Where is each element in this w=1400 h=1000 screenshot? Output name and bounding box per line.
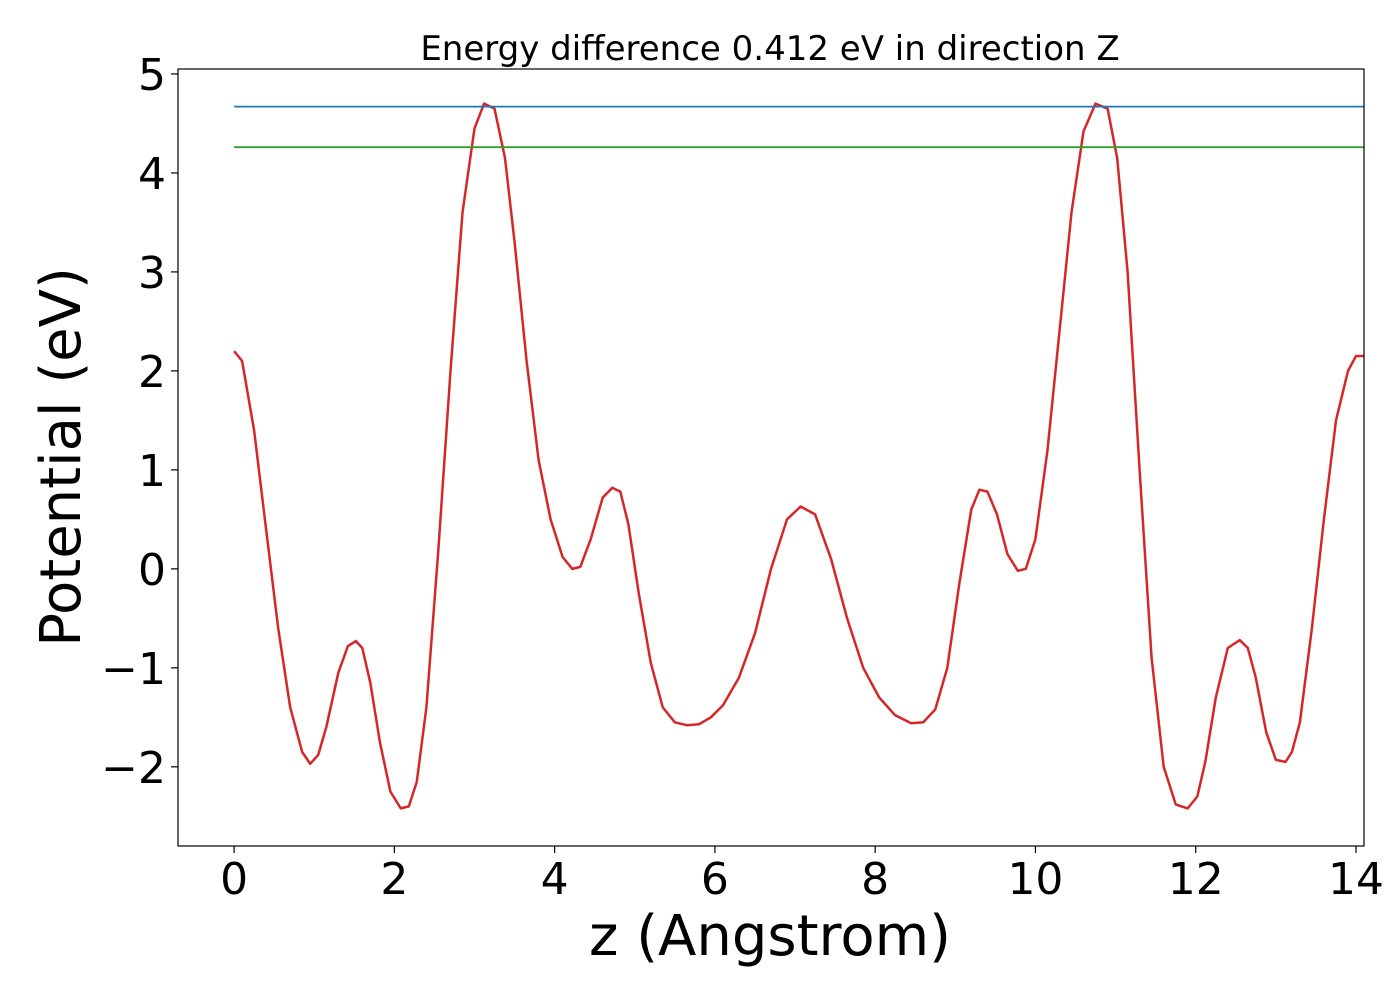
y-tick-label: 2: [138, 347, 166, 398]
y-tick-label: 0: [138, 545, 166, 596]
x-tick-label: 2: [380, 854, 408, 905]
y-axis-label: Potential (eV): [29, 267, 94, 647]
plot-frame: [177, 68, 1365, 847]
x-tick-label: 8: [861, 854, 889, 905]
y-tick-label: −2: [101, 743, 166, 794]
x-tick-label: 0: [220, 854, 248, 905]
x-axis-ticks: 0 2 4 6 8 10 12 14: [220, 846, 1384, 905]
x-tick-label: 6: [701, 854, 729, 905]
y-tick-label: −1: [101, 644, 166, 695]
y-tick-label: 1: [138, 446, 166, 497]
y-tick-label: 4: [138, 149, 166, 200]
x-tick-label: 4: [541, 854, 569, 905]
x-axis-label: z (Angstrom): [589, 904, 951, 969]
y-tick-label: 5: [138, 50, 166, 101]
series-line-0: [233, 102, 1364, 810]
x-tick-label: 10: [1007, 854, 1063, 905]
chart-title: Energy difference 0.412 eV in direction …: [420, 29, 1119, 69]
x-tick-label: 12: [1168, 854, 1224, 905]
y-axis-ticks: −2 −1 0 1 2 3 4 5: [101, 50, 178, 794]
x-tick-label: 14: [1328, 854, 1384, 905]
y-tick-label: 3: [138, 248, 166, 299]
series-layer: [233, 102, 1364, 810]
